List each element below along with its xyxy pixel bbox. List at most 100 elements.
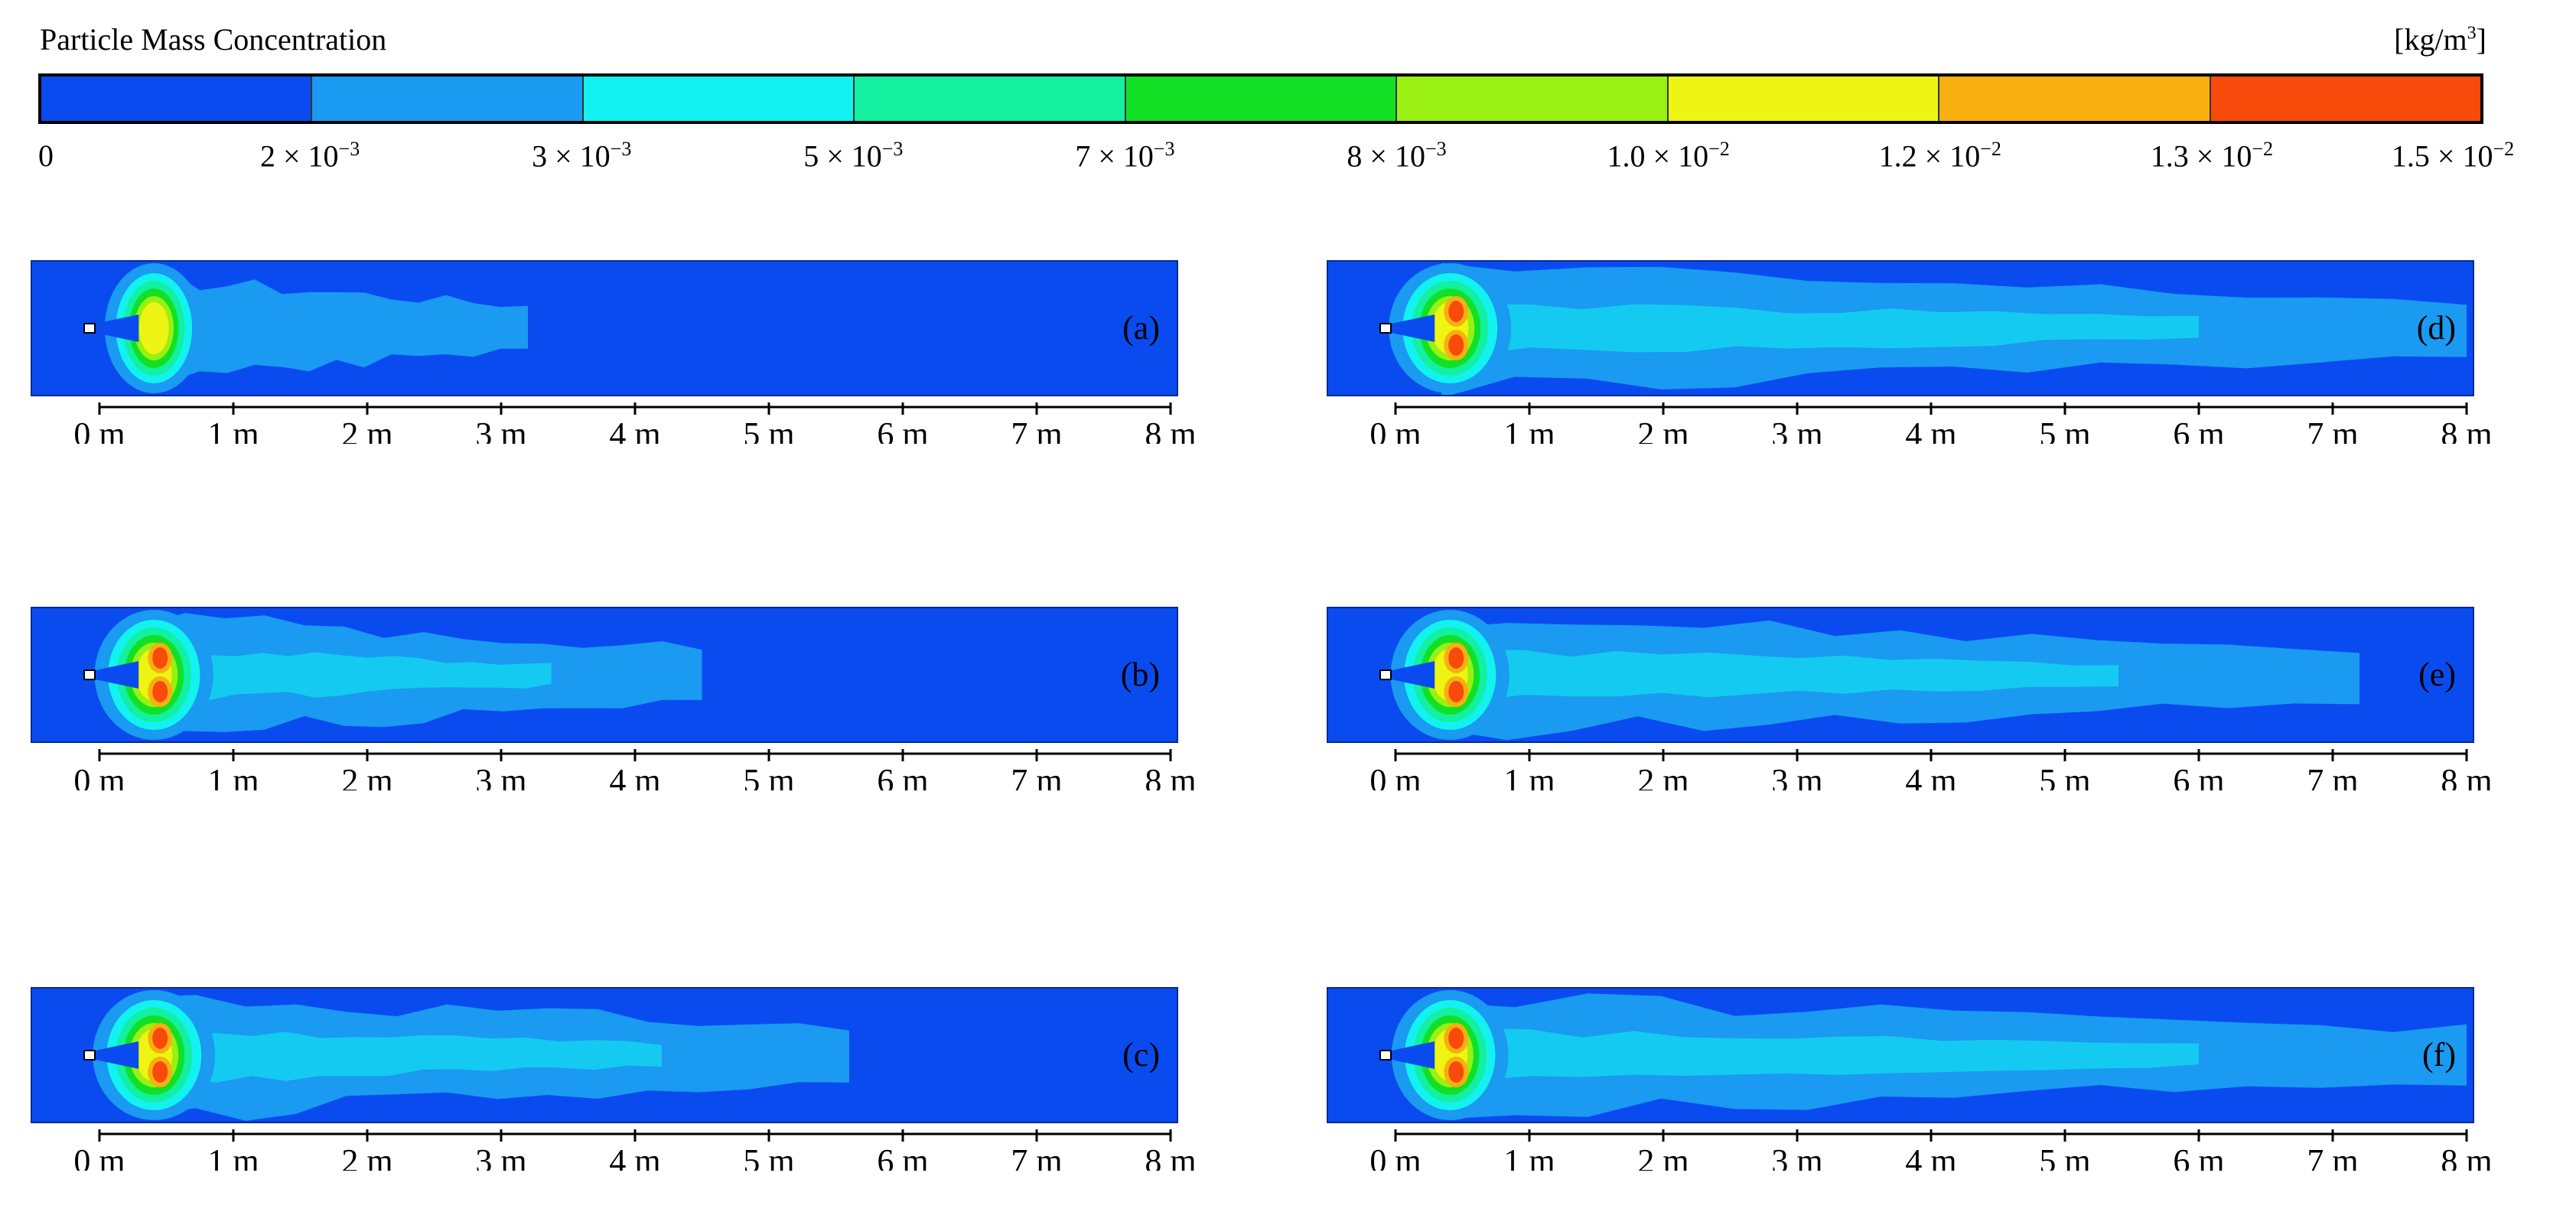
legend-tick-mantissa: 8 × 10 [1347,138,1425,174]
legend-tick-1: 2 × 10−3 [260,138,360,174]
x-axis-tick-label: 8 m [1145,762,1196,790]
legend-tick-mantissa: 0 [38,138,54,173]
panel-frame [31,260,1178,396]
x-axis-tick-label: 2 m [1637,1142,1689,1171]
contour-plot-e: (e) 0 m 1 m 2 m 3 m 4 m 5 m 6 m 7 m 8 m [1327,607,2493,790]
x-axis-tick-label: 1 m [1503,415,1555,444]
contour-field-b [31,607,1178,743]
x-axis-tick-label: 7 m [1011,415,1062,444]
x-axis-tick-label: 3 m [475,415,526,444]
x-axis-tick-label: 5 m [2039,1142,2090,1171]
legend-unit: [kg/m3] [2394,21,2486,57]
legend-unit-sup: 3 [2467,23,2477,44]
legend-tick-8: 1.3 × 10−2 [2151,138,2273,174]
hotspot-core-0 [1448,301,1464,322]
legend-tick-4: 7 × 10−3 [1075,138,1174,174]
x-axis-tick-label: 1 m [207,1142,259,1171]
legend-tick-0: 0 [38,138,54,174]
hotspot-core-0 [1448,1028,1464,1049]
legend-tick-exponent: −2 [1708,138,1730,160]
panel-label-e: (e) [2418,656,2456,693]
x-axis-tick-label: 1 m [207,415,259,444]
x-axis-tick-label: 4 m [1905,762,1956,790]
x-axis-tick-label: 1 m [1503,1142,1555,1171]
x-axis-tick-label: 0 m [73,415,125,444]
x-axis-tick-label: 5 m [743,1142,794,1171]
legend-tick-7: 1.2 × 10−2 [1879,138,2001,174]
legend-title: Particle Mass Concentration [40,22,387,57]
x-axis-tick-label: 4 m [609,762,660,790]
plume-level-2 [184,652,552,700]
legend-tick-5: 8 × 10−3 [1347,138,1446,174]
hotspot-core-1 [1448,1061,1464,1083]
x-axis-tick-label: 2 m [1637,415,1689,444]
colorbar-segment-3 [855,77,1126,121]
x-axis-tick-label: 6 m [2173,762,2224,790]
inlet-jet [92,1041,139,1069]
x-axis-tick-label: 5 m [743,762,794,790]
nozzle-icon [83,670,96,680]
x-axis-tick-label: 2 m [341,415,392,444]
colorbar-segment-0 [41,77,313,121]
x-axis-tick-label: 7 m [2307,1142,2358,1171]
legend-tick-6: 1.0 × 10−2 [1607,138,1730,174]
plume-level-1 [145,270,528,380]
panel-frame [31,607,1178,743]
contour-panel-f: (f) 0 m 1 m 2 m 3 m 4 m 5 m 6 m 7 m 8 m [1327,987,2543,1171]
x-axis-tick-label: 5 m [2039,762,2090,790]
legend-tick-exponent: −3 [610,138,632,160]
legend-tick-2: 3 × 10−3 [532,138,631,174]
contour-field-c [31,987,1178,1123]
x-axis-tick-label: 8 m [2441,1142,2492,1171]
colorbar-segment-6 [1668,77,1940,121]
legend-tick-mantissa: 1.0 × 10 [1607,138,1709,174]
colorbar-segment-7 [1939,77,2211,121]
x-axis-tick-label: 7 m [1011,762,1062,790]
legend-tick-mantissa: 1.5 × 10 [2391,138,2493,174]
x-axis-tick-label: 0 m [1369,415,1421,444]
hotspot-core-0 [152,1028,168,1049]
contour-panel-d: (d) 0 m 1 m 2 m 3 m 4 m 5 m 6 m 7 m 8 m [1327,260,2543,444]
x-axis-tick-label: 3 m [1771,762,1822,790]
panel-label-d: (d) [2417,309,2456,347]
x-axis-tick-label: 2 m [1637,762,1689,790]
colorbar-segment-5 [1397,77,1669,121]
hotspot-core-1 [1448,334,1464,356]
contour-field-a [31,260,1178,396]
contour-panel-c: (c) 0 m 1 m 2 m 3 m 4 m 5 m 6 m 7 m 8 m [31,987,1247,1171]
hotspot-core-1 [152,1061,168,1083]
x-axis-tick-label: 0 m [1369,762,1421,790]
legend-tick-3: 5 × 10−3 [803,138,903,174]
x-axis-tick-label: 3 m [1771,415,1822,444]
panel-frame [1327,260,2474,396]
x-axis-tick-label: 3 m [1771,1142,1822,1171]
x-axis-tick-label: 7 m [1011,1142,1062,1171]
nozzle-icon [1379,323,1392,334]
x-axis-tick-label: 3 m [475,1142,526,1171]
contour-field-d [1327,260,2474,396]
panel-label-b: (b) [1121,656,1160,693]
hotspot-core-0 [152,647,168,669]
x-axis-tick-label: 0 m [73,762,125,790]
legend-tick-exponent: −3 [1425,138,1447,160]
contour-plot-d: (d) 0 m 1 m 2 m 3 m 4 m 5 m 6 m 7 m 8 m [1327,260,2493,444]
x-axis-tick-label: 6 m [877,762,928,790]
legend-tick-mantissa: 5 × 10 [803,138,882,174]
legend-unit-end: ] [2476,22,2486,57]
hotspot-core-0 [1448,647,1464,669]
x-axis-tick-label: 8 m [2441,762,2492,790]
x-axis-tick-label: 1 m [1503,762,1555,790]
panel-label-a: (a) [1122,309,1160,347]
colorbar-segment-1 [312,77,584,121]
contour-plot-f: (f) 0 m 1 m 2 m 3 m 4 m 5 m 6 m 7 m 8 m [1327,987,2493,1171]
legend-tick-9: 1.5 × 10−2 [2392,138,2514,174]
inlet-jet [1388,314,1435,342]
contour-plot-c: (c) 0 m 1 m 2 m 3 m 4 m 5 m 6 m 7 m 8 m [31,987,1197,1171]
x-axis-tick-label: 6 m [877,415,928,444]
x-axis-tick-label: 8 m [1145,1142,1196,1171]
x-axis-tick-label: 5 m [743,415,794,444]
panel-label-f: (f) [2422,1036,2456,1074]
x-axis-tick-label: 0 m [73,1142,125,1171]
source-contour-5 [138,302,169,354]
legend-tick-mantissa: 2 × 10 [259,138,339,174]
